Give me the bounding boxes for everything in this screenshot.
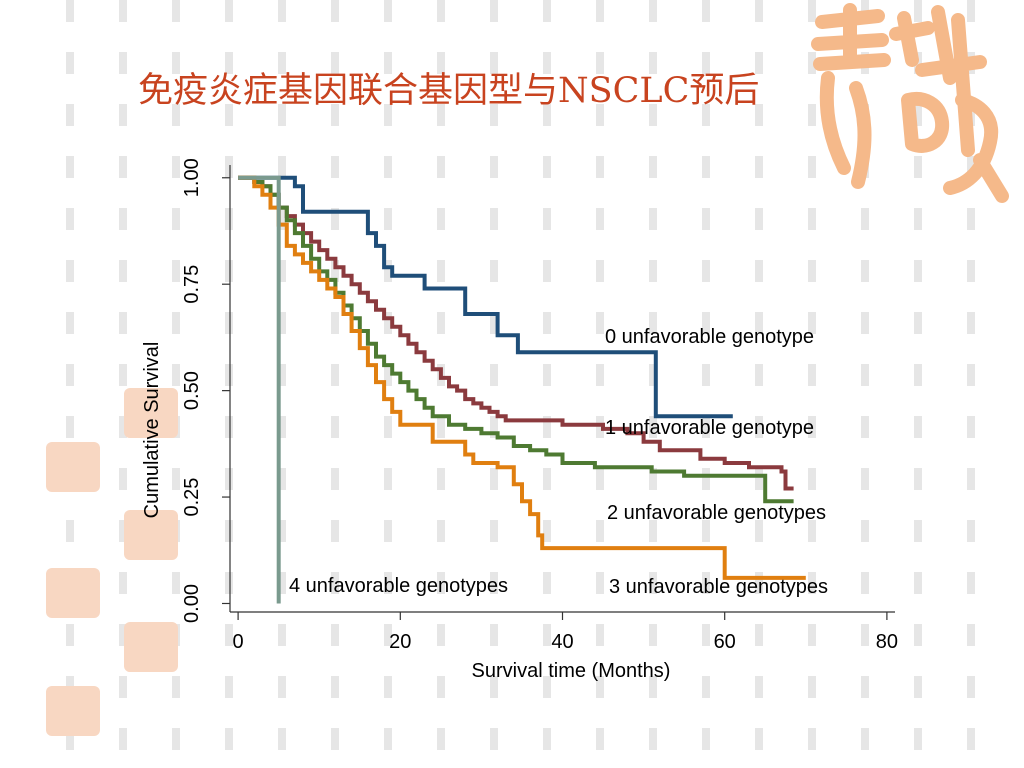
x-tick-label: 60 bbox=[714, 631, 736, 653]
series-line-3 bbox=[238, 175, 806, 580]
axes-layer bbox=[222, 165, 895, 620]
seal-logo-icon bbox=[46, 686, 100, 736]
x-tick-label: 20 bbox=[389, 631, 411, 653]
series-line-4 bbox=[238, 175, 281, 604]
x-tick-label: 80 bbox=[876, 631, 898, 653]
background-dash-column bbox=[119, 0, 127, 768]
series-layer bbox=[238, 175, 806, 604]
background-dash-column bbox=[967, 0, 975, 768]
background-dash-column bbox=[861, 0, 869, 768]
series-label-2: 2 unfavorable genotypes bbox=[607, 502, 826, 524]
x-tick-label: 40 bbox=[551, 631, 573, 653]
background-dash-column bbox=[755, 0, 763, 768]
label-layer: 0 20 40 60 80 0.00 0.25 0.50 0.75 1.00 Survival ti… bbox=[141, 158, 898, 682]
y-tick-label: 0.50 bbox=[181, 371, 203, 410]
background-dash-column bbox=[278, 0, 286, 768]
background-dash-column bbox=[649, 0, 657, 768]
seal-logo-icon bbox=[124, 510, 178, 560]
y-axis-label: Cumulative Survival bbox=[141, 342, 163, 519]
x-axis-label: Survival time (Months) bbox=[472, 660, 671, 682]
background-dash-column bbox=[331, 0, 339, 768]
series-label-0: 0 unfavorable genotype bbox=[605, 326, 814, 348]
series-line-2 bbox=[238, 175, 794, 504]
background-dash-column bbox=[490, 0, 498, 768]
series-line-0 bbox=[238, 175, 733, 419]
seal-logo-icon bbox=[46, 568, 100, 618]
slide-title: 免疫炎症基因联合基因型与NSCLC预后 bbox=[138, 71, 760, 111]
series-label-1: 1 unfavorable genotype bbox=[605, 417, 814, 439]
seal-logo-icon bbox=[124, 622, 178, 672]
series-label-3: 3 unfavorable genotypes bbox=[609, 576, 828, 598]
y-tick-label: 0.75 bbox=[181, 265, 203, 304]
y-tick-label: 0.25 bbox=[181, 478, 203, 517]
y-tick-label: 0.00 bbox=[181, 584, 203, 623]
seal-logo-icon bbox=[124, 388, 178, 438]
background-dash-column bbox=[172, 0, 180, 768]
background-dash-column bbox=[66, 0, 74, 768]
calligraphy-watermark-icon bbox=[811, 3, 1009, 203]
background-dash-column bbox=[596, 0, 604, 768]
background-dash-column bbox=[437, 0, 445, 768]
background-dash-column bbox=[543, 0, 551, 768]
background-dash-column bbox=[702, 0, 710, 768]
background-dash-column bbox=[914, 0, 922, 768]
seal-logo-icon bbox=[46, 442, 100, 492]
background-dash-column bbox=[384, 0, 392, 768]
y-tick-label: 1.00 bbox=[181, 158, 203, 197]
series-label-4: 4 unfavorable genotypes bbox=[289, 575, 508, 597]
background-dash-column bbox=[225, 0, 233, 768]
background-dash-column bbox=[808, 0, 816, 768]
x-tick-label: 0 bbox=[233, 631, 244, 653]
